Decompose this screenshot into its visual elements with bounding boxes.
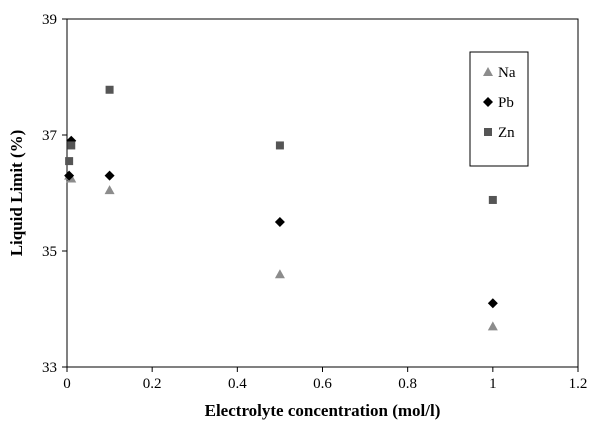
y-tick-label: 33 — [42, 360, 57, 376]
data-point-zn — [275, 141, 284, 150]
x-axis-title: Electrolyte concentration (mol/l) — [205, 401, 441, 420]
data-point-pb — [487, 298, 498, 309]
legend-box — [469, 51, 529, 167]
data-point-zn — [65, 157, 74, 166]
data-point-na — [104, 185, 115, 195]
y-axis-title: Liquid Limit (%) — [7, 130, 26, 257]
x-tick-label: 0.8 — [398, 376, 417, 392]
y-tick-label: 37 — [42, 128, 58, 144]
legend-item-na: Na — [483, 65, 516, 81]
legend-marker-zn — [484, 128, 492, 136]
data-point-pb — [104, 170, 115, 181]
legend-label: Na — [498, 65, 516, 81]
data-point-na — [487, 321, 498, 331]
y-axis: 33 35 37 39 — [42, 12, 67, 376]
legend-label: Pb — [498, 95, 514, 111]
x-tick-label: 0 — [63, 376, 71, 392]
data-points — [64, 85, 498, 331]
legend-item-pb: Pb — [483, 95, 514, 111]
x-tick-label: 1 — [489, 376, 497, 392]
data-point-zn — [67, 141, 76, 150]
legend-label: Zn — [498, 125, 515, 141]
data-point-pb — [64, 170, 75, 181]
series-na — [64, 170, 498, 331]
legend-marker-pb — [483, 97, 493, 107]
legend: Na Pb Zn — [469, 51, 529, 167]
x-axis: 0 0.2 0.4 0.6 0.8 1 1.2 — [63, 367, 587, 392]
data-point-na — [274, 269, 285, 279]
series-pb — [64, 135, 498, 309]
legend-item-zn: Zn — [484, 125, 515, 141]
y-tick-label: 35 — [42, 244, 57, 260]
series-zn — [65, 85, 497, 204]
x-tick-label: 0.6 — [313, 376, 332, 392]
x-tick-label: 0.4 — [228, 376, 247, 392]
y-tick-label: 39 — [42, 12, 57, 28]
data-point-zn — [488, 195, 497, 204]
legend-marker-na — [483, 67, 493, 76]
x-tick-label: 0.2 — [143, 376, 162, 392]
x-tick-label: 1.2 — [569, 376, 588, 392]
data-point-zn — [105, 85, 114, 94]
data-point-pb — [274, 217, 285, 227]
